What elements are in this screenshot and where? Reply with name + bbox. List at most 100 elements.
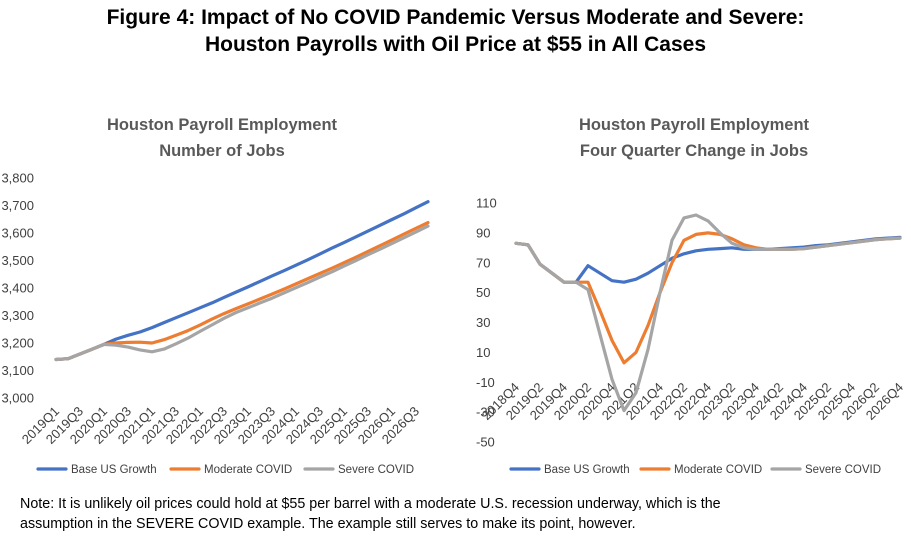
jobs-series-base-point — [246, 285, 250, 289]
change-y-tick-label: 30 — [476, 315, 490, 330]
jobs-series-moderate-point — [126, 341, 130, 344]
change-series-severe-point — [538, 263, 542, 266]
jobs-series-moderate-point — [246, 302, 250, 306]
jobs-series-moderate-point — [174, 334, 178, 337]
jobs-series-base-point — [414, 206, 418, 209]
jobs-series-moderate-point — [222, 312, 226, 315]
change-y-tick-label: -30 — [476, 405, 495, 420]
change-series-moderate-point — [730, 237, 734, 240]
change-series-severe-point — [838, 242, 842, 246]
jobs-series-base-point — [150, 326, 154, 329]
jobs-series-base-point — [258, 280, 262, 283]
jobs-series-base-point — [114, 337, 118, 341]
change-series-moderate-point — [682, 239, 686, 242]
jobs-series-moderate-point — [390, 238, 394, 242]
jobs-legend-label-severe: Severe COVID — [338, 464, 414, 476]
change-y-tick-label: 50 — [476, 285, 490, 300]
jobs-chart: Houston Payroll Employment Number of Jobs… — [1, 116, 430, 476]
footnote-line1: Note: It is unlikely oil prices could ho… — [20, 496, 721, 512]
jobs-series-base-point — [198, 306, 202, 309]
jobs-y-tick-label: 3,500 — [1, 253, 34, 268]
jobs-series-moderate-point — [162, 338, 166, 341]
jobs-series-moderate-point — [342, 261, 346, 264]
change-series-severe-point — [790, 248, 794, 251]
change-series-severe-line — [514, 213, 902, 413]
jobs-series-moderate-point — [402, 232, 406, 236]
change-series-base-point — [694, 249, 698, 252]
change-title: Houston Payroll Employment — [579, 116, 810, 134]
jobs-series-moderate-point — [414, 227, 418, 230]
change-subtitle: Four Quarter Change in Jobs — [580, 142, 808, 160]
jobs-series-base-point — [138, 330, 142, 334]
change-series-severe-point — [574, 281, 578, 284]
change-series-moderate-point — [742, 243, 746, 246]
jobs-series-severe-point — [114, 344, 118, 347]
change-series-severe-point — [586, 288, 590, 291]
jobs-series-base-point — [342, 241, 346, 244]
change-y-tick-label: 90 — [476, 225, 490, 240]
change-series-moderate-line — [514, 231, 902, 365]
jobs-series-severe-point — [222, 317, 226, 320]
change-series-severe-point — [658, 291, 662, 294]
jobs-series-severe-point — [414, 230, 418, 234]
change-series-base-point — [682, 252, 686, 255]
jobs-series-severe-point — [90, 348, 94, 351]
change-series-severe-point — [610, 378, 614, 381]
change-series-severe-point — [514, 242, 518, 245]
jobs-series-moderate-point — [426, 221, 430, 224]
change-series-severe-point — [550, 272, 554, 275]
jobs-series-severe-point — [66, 357, 70, 360]
jobs-series-base-point — [222, 296, 226, 299]
jobs-series-severe-point — [282, 291, 286, 295]
change-legend-label-base: Base US Growth — [544, 464, 630, 476]
jobs-y-tick-label: 3,700 — [1, 198, 34, 213]
jobs-series-moderate-point — [294, 282, 298, 286]
change-series-moderate-point — [598, 309, 602, 312]
jobs-series-base-point — [426, 200, 430, 203]
change-series-moderate-point — [694, 233, 698, 236]
jobs-series-severe-point — [126, 345, 130, 349]
jobs-series-base-point — [174, 316, 178, 319]
jobs-series-base-line — [54, 200, 430, 362]
jobs-series-severe-point — [378, 248, 382, 251]
jobs-legend-label-base: Base US Growth — [71, 464, 157, 476]
change-y-tick-label: 110 — [476, 196, 497, 211]
change-series-severe-point — [874, 238, 878, 241]
change-series-moderate-point — [670, 261, 674, 264]
jobs-series-severe-point — [198, 330, 202, 333]
change-legend-label-severe: Severe COVID — [805, 464, 881, 476]
jobs-series-severe-point — [234, 311, 238, 314]
jobs-series-base-point — [210, 301, 214, 305]
change-series-base-point — [646, 272, 650, 275]
jobs-series-moderate-point — [330, 267, 334, 270]
jobs-series-moderate-point — [234, 307, 238, 310]
jobs-series-base-point — [126, 334, 130, 337]
jobs-series-severe-point — [186, 336, 190, 340]
jobs-legend-label-moderate: Moderate COVID — [204, 464, 292, 476]
jobs-title: Houston Payroll Employment — [107, 116, 338, 134]
change-series-base-point — [622, 281, 626, 284]
jobs-series-moderate-point — [366, 250, 370, 253]
figure-title-line2: Houston Payrolls with Oil Price at $55 i… — [204, 33, 707, 56]
jobs-series-severe-point — [294, 286, 298, 289]
footnote-line2: assumption in the SEVERE COVID example. … — [20, 516, 636, 532]
change-series-severe-point — [730, 242, 734, 245]
jobs-series-severe-point — [402, 236, 406, 239]
change-series-severe-point — [718, 231, 722, 235]
jobs-series-base-point — [294, 264, 298, 267]
change-series-moderate-point — [706, 231, 710, 235]
jobs-series-base-point — [270, 274, 274, 278]
jobs-y-tick-label: 3,000 — [1, 391, 34, 406]
jobs-series-severe-point — [150, 350, 154, 353]
change-series-severe-point — [766, 248, 770, 251]
footnote: Note: It is unlikely oil prices could ho… — [20, 494, 900, 534]
change-series-severe-point — [778, 248, 782, 251]
change-series-severe-point — [814, 245, 818, 249]
change-series-severe-point — [562, 281, 566, 284]
jobs-series-base-point — [390, 218, 394, 221]
jobs-series-base-point — [354, 235, 358, 238]
jobs-subtitle: Number of Jobs — [159, 142, 285, 160]
jobs-series-severe-point — [246, 306, 250, 309]
jobs-series-moderate-point — [198, 323, 202, 327]
jobs-series-moderate-point — [138, 341, 142, 344]
